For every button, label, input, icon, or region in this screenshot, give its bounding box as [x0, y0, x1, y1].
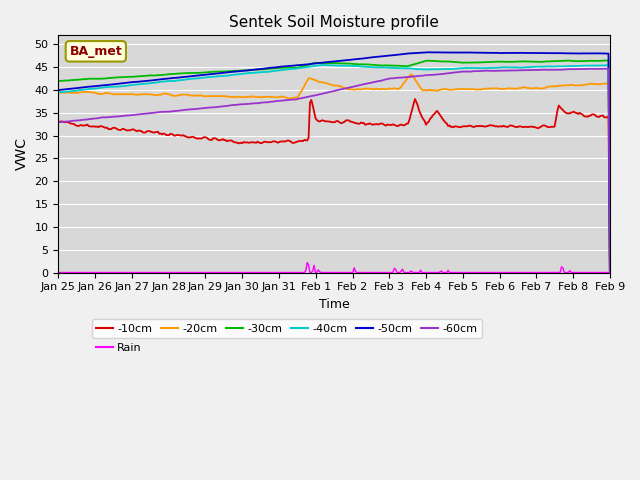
Legend: Rain: Rain: [92, 338, 146, 357]
Text: BA_met: BA_met: [69, 45, 122, 58]
Y-axis label: VWC: VWC: [15, 137, 29, 170]
X-axis label: Time: Time: [319, 298, 349, 311]
Title: Sentek Soil Moisture profile: Sentek Soil Moisture profile: [229, 15, 439, 30]
